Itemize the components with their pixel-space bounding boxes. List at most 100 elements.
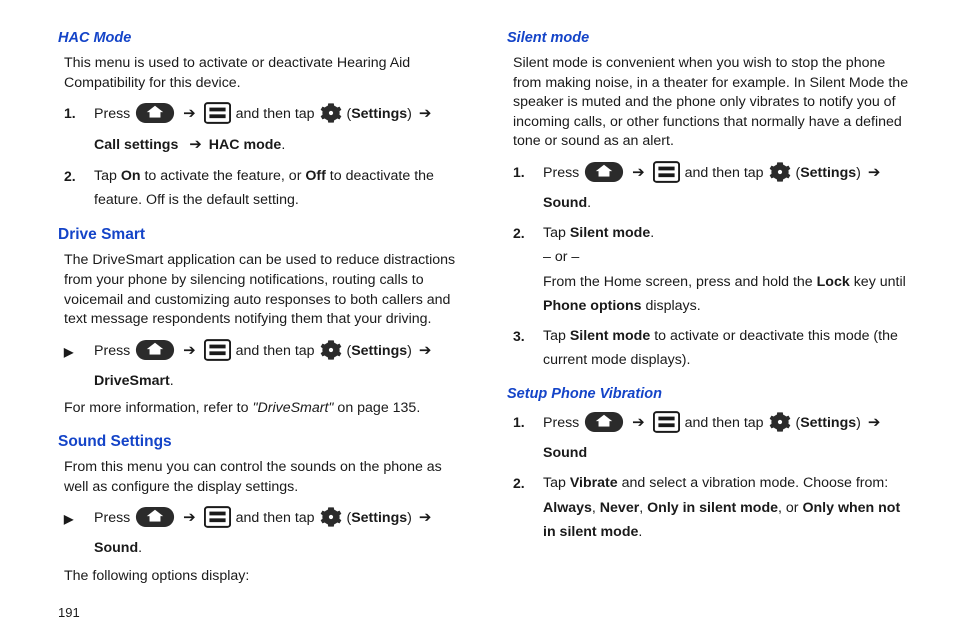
- text: ,: [639, 500, 647, 516]
- arrow-icon: ➔: [416, 105, 435, 122]
- heading-hac-mode: HAC Mode: [58, 28, 461, 48]
- drive-step: ▶ Press ➔ and then tap (Settings) ➔ Driv…: [64, 338, 461, 393]
- vib-step-1: 1. Press ➔ and then tap (Settings) ➔ Sou…: [513, 410, 910, 465]
- doc-page: HAC Mode This menu is used to activate o…: [0, 0, 954, 614]
- text: and then tap: [685, 415, 768, 431]
- sound-outro: The following options display:: [64, 567, 461, 587]
- hac-step-1: 1. Press ➔ and then tap (Settings) ➔ Cal…: [64, 101, 461, 158]
- menu-icon: [204, 339, 231, 369]
- text: – or –: [543, 249, 579, 265]
- home-icon: [584, 411, 624, 441]
- silent-step-3: 3. Tap Silent mode to activate or deacti…: [513, 324, 910, 372]
- heading-setup-vibration: Setup Phone Vibration: [507, 384, 910, 404]
- text: Tap: [543, 328, 570, 344]
- hac-step-2: 2. Tap On to activate the feature, or Of…: [64, 164, 461, 212]
- text: ,: [592, 500, 600, 516]
- text: ): [407, 510, 416, 526]
- text-bold: Settings: [351, 343, 407, 359]
- text: From the Home screen, press and hold the: [543, 274, 817, 290]
- text-bold: Sound: [543, 195, 587, 211]
- text-bold: Sound: [94, 540, 138, 556]
- arrow-icon: ➔: [180, 342, 199, 359]
- arrow-icon: ➔: [865, 164, 884, 181]
- text: to activate the feature, or: [141, 168, 306, 184]
- list-index: 2.: [513, 471, 543, 493]
- text-bold: Settings: [351, 510, 407, 526]
- silent-step-1: 1. Press ➔ and then tap (Settings) ➔ Sou…: [513, 160, 910, 215]
- text: Tap: [543, 475, 570, 491]
- text-bold: Off: [305, 168, 326, 184]
- text: ): [407, 106, 416, 122]
- text: .: [650, 225, 654, 241]
- gear-icon: [320, 102, 342, 132]
- text-italic: "DriveSmart": [252, 400, 333, 416]
- text-bold: On: [121, 168, 141, 184]
- gear-icon: [769, 161, 791, 191]
- arrow-icon: ➔: [186, 136, 205, 153]
- arrow-icon: ➔: [629, 414, 648, 431]
- menu-icon: [653, 411, 680, 441]
- text-bold: Never: [600, 500, 639, 516]
- text: Tap: [94, 168, 121, 184]
- text: displays.: [642, 298, 701, 314]
- arrow-icon: ➔: [180, 105, 199, 122]
- gear-icon: [320, 339, 342, 369]
- text: and then tap: [236, 510, 319, 526]
- text: ): [856, 415, 865, 431]
- text: For more information, refer to: [64, 400, 252, 416]
- list-index: 2.: [513, 221, 543, 243]
- list-bullet: ▶: [64, 505, 94, 528]
- text-bold: Settings: [800, 165, 856, 181]
- sound-intro: From this menu you can control the sound…: [64, 458, 461, 497]
- right-column: Silent mode Silent mode is convenient wh…: [507, 28, 910, 594]
- silent-step-2: 2. Tap Silent mode. – or – From the Home…: [513, 221, 910, 318]
- home-icon: [135, 339, 175, 369]
- home-icon: [584, 161, 624, 191]
- heading-sound-settings: Sound Settings: [58, 431, 461, 452]
- text: Press: [543, 165, 583, 181]
- text: and then tap: [236, 343, 319, 359]
- menu-icon: [653, 161, 680, 191]
- text: Press: [94, 343, 134, 359]
- list-index: 1.: [513, 410, 543, 432]
- text: Press: [543, 415, 583, 431]
- menu-icon: [204, 102, 231, 132]
- text: and then tap: [685, 165, 768, 181]
- text-bold: Settings: [351, 106, 407, 122]
- text-bold: Phone options: [543, 298, 642, 314]
- text-bold: Always: [543, 500, 592, 516]
- text-bold: Silent mode: [570, 328, 650, 344]
- text-bold: Call settings: [94, 137, 178, 153]
- list-index: 1.: [513, 160, 543, 182]
- arrow-icon: ➔: [180, 509, 199, 526]
- arrow-icon: ➔: [416, 509, 435, 526]
- heading-silent-mode: Silent mode: [507, 28, 910, 48]
- home-icon: [135, 506, 175, 536]
- text-bold: Sound: [543, 445, 587, 461]
- text: Tap: [543, 225, 570, 241]
- list-index: 3.: [513, 324, 543, 346]
- list-bullet: ▶: [64, 338, 94, 361]
- list-index: 1.: [64, 101, 94, 123]
- sound-step: ▶ Press ➔ and then tap (Settings) ➔ Soun…: [64, 505, 461, 560]
- silent-intro: Silent mode is convenient when you wish …: [513, 54, 910, 152]
- text-bold: DriveSmart: [94, 373, 170, 389]
- text-bold: Only in silent mode: [647, 500, 778, 516]
- gear-icon: [320, 506, 342, 536]
- text-bold: HAC mode: [209, 137, 282, 153]
- text: Press: [94, 106, 134, 122]
- drive-more: For more information, refer to "DriveSma…: [64, 399, 461, 419]
- menu-icon: [204, 506, 231, 536]
- text: on page 135.: [333, 400, 420, 416]
- text-bold: Silent mode: [570, 225, 650, 241]
- text-bold: Settings: [800, 415, 856, 431]
- text: key until: [850, 274, 906, 290]
- text: Press: [94, 510, 134, 526]
- heading-drive-smart: Drive Smart: [58, 224, 461, 245]
- text-bold: Vibrate: [570, 475, 618, 491]
- arrow-icon: ➔: [629, 164, 648, 181]
- hac-intro: This menu is used to activate or deactiv…: [64, 54, 461, 93]
- list-index: 2.: [64, 164, 94, 186]
- left-column: HAC Mode This menu is used to activate o…: [58, 28, 461, 594]
- text: and then tap: [236, 106, 319, 122]
